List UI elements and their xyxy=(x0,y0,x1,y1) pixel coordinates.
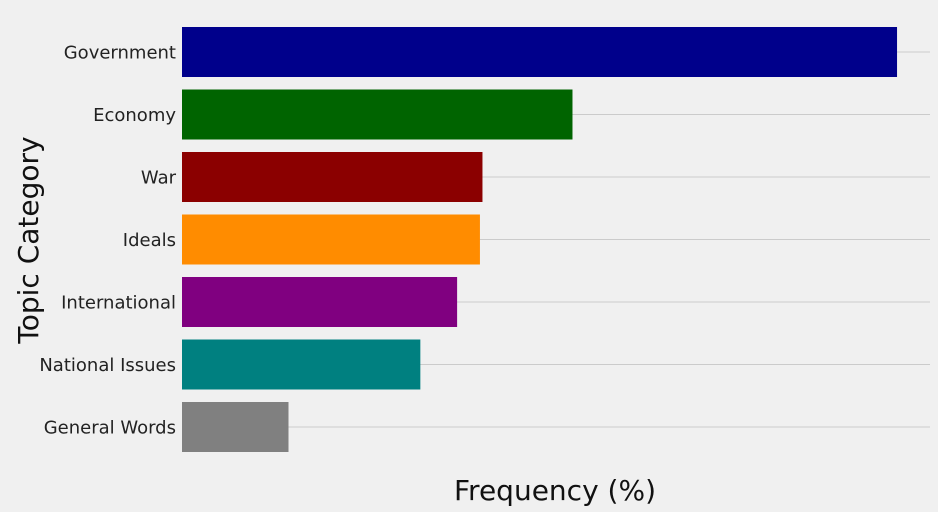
category-label: War xyxy=(141,167,177,188)
bar-government xyxy=(182,27,898,77)
y-axis-title: Topic Category xyxy=(12,136,45,344)
bar-national-issues xyxy=(182,339,421,390)
bars xyxy=(182,27,898,452)
bar-ideals xyxy=(182,214,480,265)
bar-general-words xyxy=(182,402,289,452)
category-label: International xyxy=(61,292,176,313)
bar-economy xyxy=(182,89,573,140)
category-label: Government xyxy=(64,42,176,63)
category-label: General Words xyxy=(44,417,176,438)
category-label: Ideals xyxy=(123,230,176,251)
category-label: Economy xyxy=(93,105,176,126)
x-axis-title: Frequency (%) xyxy=(454,474,656,507)
bar-international xyxy=(182,277,458,327)
category-label: National Issues xyxy=(39,355,176,376)
category-labels: Government Economy War Ideals International N… xyxy=(39,42,176,438)
bar-war xyxy=(182,152,483,202)
